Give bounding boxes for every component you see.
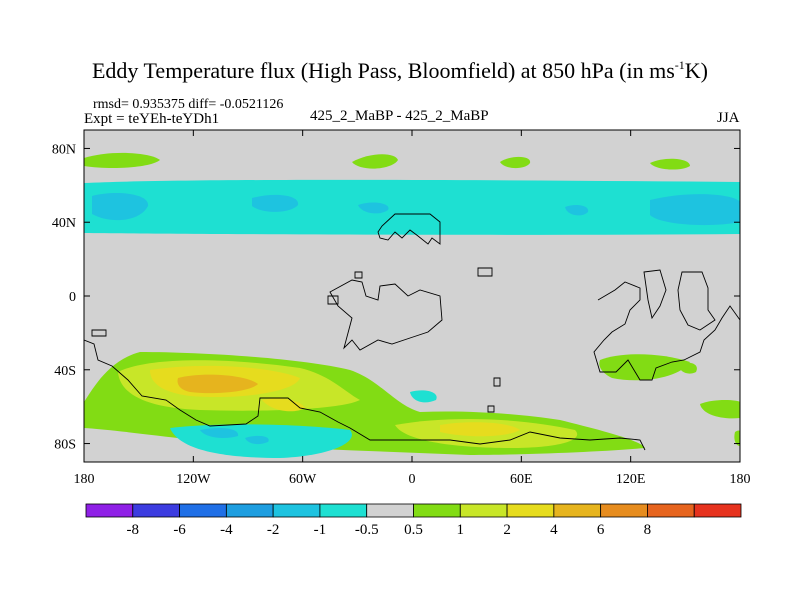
green-patch-3	[500, 156, 531, 169]
coast-islands-5	[487, 405, 495, 413]
green-patch-2	[352, 154, 398, 169]
y-axis: 80N 40N 0 40S 80S	[52, 142, 740, 453]
north-band-core-2	[252, 194, 299, 212]
north-band-core-4	[565, 204, 589, 216]
coast-islands-6	[493, 377, 501, 387]
coast-indonesia	[643, 269, 667, 320]
colorbar-label-11: 8	[644, 522, 652, 538]
coast-islands-4	[354, 271, 363, 279]
green-patch-4	[650, 158, 690, 170]
case-label: 425_2_MaBP - 425_2_MaBP	[310, 108, 489, 124]
colorbar-label-8: 2	[503, 522, 511, 538]
colorbar-bin-8	[459, 503, 508, 518]
colorbar-label-3: -2	[267, 522, 280, 538]
green-patch-7	[678, 362, 697, 374]
colorbar-bin-4	[272, 503, 321, 518]
coast-islands-1	[91, 329, 107, 337]
south-gold-2	[440, 422, 520, 437]
x-tick-label-4: 60E	[510, 472, 533, 487]
south-orange-core	[177, 374, 258, 394]
colorbar-bin-9	[506, 503, 555, 518]
colorbar-bin-10	[553, 503, 602, 518]
x-tick-label-1: 120W	[176, 472, 211, 487]
north-band-core-3	[358, 202, 389, 214]
colorbar-bin-13	[693, 503, 742, 518]
coast-pacific	[677, 271, 716, 331]
colorbar-label-2: -4	[220, 522, 233, 538]
small-cyan-1	[410, 390, 437, 403]
coast-islands-3	[477, 267, 493, 277]
colorbar-bin-1	[132, 503, 180, 518]
x-tick-label-0: 180	[74, 472, 95, 487]
map-field	[84, 130, 740, 462]
green-patch-8	[734, 430, 740, 446]
colorbar-bin-7	[413, 503, 461, 518]
colorbar-label-6: 0.5	[404, 522, 423, 538]
chart-title: Eddy Temperature flux (High Pass, Bloomf…	[91, 58, 708, 83]
antarctic-blue-2	[245, 435, 269, 445]
colorbar-bin-3	[225, 503, 274, 518]
antarctic-blue-1	[200, 428, 239, 438]
continent-outlines	[84, 213, 740, 451]
colorbar-bin-5	[319, 503, 368, 518]
colorbar-label-9: 4	[550, 522, 558, 538]
colorbar-label-7: 1	[457, 522, 465, 538]
colorbar: -8 -6 -4 -2 -1 -0.5 0.5 1 2 4 6 8	[85, 503, 742, 538]
colorbar-bin-2	[179, 503, 227, 518]
stats-text: rmsd= 0.935375 diff= -0.0521126	[93, 97, 284, 112]
coast-islands-2	[327, 295, 339, 305]
y-tick-label-2: 0	[69, 290, 76, 305]
coast-australia	[593, 281, 740, 381]
north-band-core-5	[650, 194, 740, 226]
x-tick-label-5: 120E	[616, 472, 646, 487]
x-tick-label-6: 180	[730, 472, 751, 487]
coast-south-america	[329, 279, 443, 351]
coast-africa	[377, 213, 441, 245]
x-tick-label-2: 60W	[289, 472, 317, 487]
colorbar-bin-6	[366, 503, 414, 518]
coast-americas-south	[84, 339, 646, 451]
y-tick-label-4: 80S	[54, 438, 76, 453]
season-label: JJA	[717, 110, 740, 126]
green-patch-6	[700, 400, 740, 419]
green-patch-1	[84, 152, 160, 168]
colorbar-label-10: 6	[597, 522, 605, 538]
x-axis: 180 120W 60W 0 60E 120E 180	[74, 130, 751, 487]
experiment-label: Expt = teYEh-teYDh1	[84, 111, 220, 127]
y-tick-label-0: 80N	[52, 142, 76, 157]
colorbar-bin-12	[647, 503, 695, 518]
colorbar-bin-11	[600, 503, 648, 518]
north-band-outer	[84, 179, 740, 235]
colorbar-label-4: -1	[314, 522, 327, 538]
colorbar-label-0: -8	[127, 522, 140, 538]
x-tick-label-3: 0	[409, 472, 416, 487]
y-tick-label-1: 40N	[52, 216, 76, 231]
north-band-core-1	[92, 193, 149, 221]
colorbar-label-1: -6	[173, 522, 186, 538]
y-tick-label-3: 40S	[54, 364, 76, 379]
colorbar-label-5: -0.5	[355, 522, 379, 538]
green-patch-5	[599, 354, 690, 381]
colorbar-bin-0	[85, 503, 134, 518]
south-gold-3	[262, 398, 305, 412]
